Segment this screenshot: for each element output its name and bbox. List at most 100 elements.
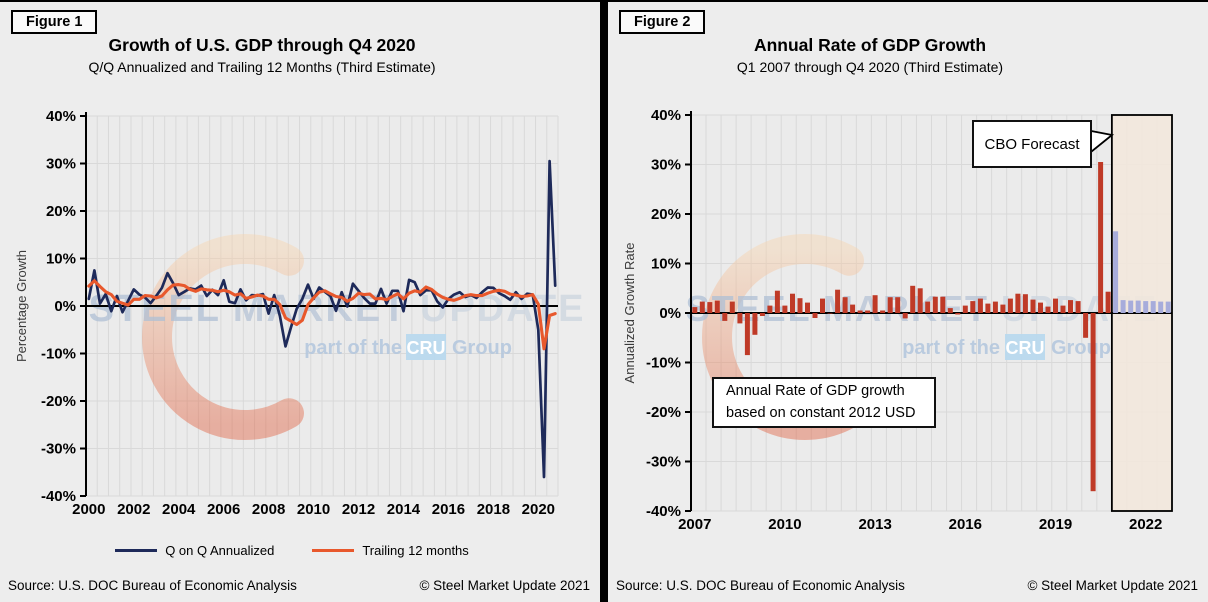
x-tick-label: 2019 [1039, 516, 1072, 533]
gdp-bar [827, 313, 833, 314]
y-tick-label: -20% [41, 393, 76, 410]
legend-item-trailing: Trailing 12 months [312, 543, 469, 558]
trailing-12-months-line [87, 279, 557, 351]
x-tick-label: 2007 [678, 516, 711, 533]
y-tick-label: -20% [646, 404, 681, 421]
figure1-title: Growth of U.S. GDP through Q4 2020 [108, 35, 416, 55]
gdp-bar [1053, 298, 1058, 313]
smu-swoosh-watermark [142, 234, 304, 440]
y-tick-label: -40% [41, 488, 76, 505]
gdp-bar [850, 304, 856, 313]
gdp-bar [820, 298, 825, 313]
cru-logo-box [1005, 334, 1045, 360]
gdp-bar [947, 308, 953, 314]
figure1-label: Figure 1 [26, 14, 83, 30]
figure2-copyright: © Steel Market Update 2021 [1027, 578, 1198, 593]
figure1-panel: Figure 1 Growth of U.S. GDP through Q4 2… [0, 2, 600, 602]
gdp-bar [932, 296, 938, 313]
figure1-label-box: Figure 1 [11, 10, 98, 34]
forecast-bar [1158, 301, 1164, 313]
figure1-source: Source: U.S. DOC Bureau of Economic Anal… [8, 578, 297, 593]
gdp-bar [782, 305, 788, 313]
gdp-bar [759, 313, 765, 316]
gdp-bar [1083, 313, 1089, 338]
figure1-copyright: © Steel Market Update 2021 [419, 578, 590, 593]
figure1-legend: Q on Q Annualized Trailing 12 months [0, 543, 584, 558]
group-watermark: Group [452, 337, 512, 359]
legend-item-qonq: Q on Q Annualized [115, 543, 274, 558]
gdp-bar [774, 290, 780, 313]
trailing-line-swatch [312, 549, 355, 552]
x-tick-label: 2006 [207, 501, 240, 518]
y-tick-label: 40% [46, 108, 76, 125]
y-tick-label: -10% [646, 355, 681, 372]
forecast-bar [1135, 300, 1141, 313]
y-tick-label: 10% [46, 251, 76, 268]
y-tick-label: 20% [651, 206, 681, 223]
gdp-bar [812, 313, 818, 318]
figure2-label: Figure 2 [634, 14, 691, 30]
x-tick-label: 2010 [768, 516, 801, 533]
gdp-bar [692, 307, 698, 313]
gdp-bar [835, 289, 841, 313]
gdp-bar [865, 310, 871, 313]
gdp-bar [880, 310, 886, 313]
x-tick-label: 2018 [477, 501, 510, 518]
gdp-bar [1045, 306, 1051, 313]
gdp-bar [1007, 298, 1013, 313]
gdp-bar [1105, 291, 1111, 313]
panel-divider [600, 2, 608, 602]
figure2-title: Annual Rate of GDP Growth [753, 35, 987, 55]
gdp-bar [917, 288, 923, 314]
figure2-label-box: Figure 2 [619, 10, 706, 34]
forecast-bar [1128, 300, 1134, 313]
cru-logo-text: CRU [407, 338, 446, 358]
group-watermark: Group [1051, 337, 1111, 359]
gdp-bar [910, 285, 916, 313]
x-tick-label: 2016 [432, 501, 465, 518]
gdp-bar [805, 302, 810, 313]
y-tick-label: -30% [646, 454, 681, 471]
gdp-bar [842, 297, 848, 313]
x-tick-label: 2002 [117, 501, 150, 518]
figure1-titleblock: Growth of U.S. GDP through Q4 2020 Q/Q A… [0, 35, 524, 75]
qonq-legend-label: Q on Q Annualized [165, 543, 275, 558]
gdp-bar [752, 313, 758, 335]
gdp-bar [1060, 305, 1066, 313]
forecast-bar [1150, 301, 1156, 313]
qonq-line-swatch [115, 549, 158, 552]
gdp-bar [1090, 313, 1096, 492]
figure2-panel: Figure 2 Annual Rate of GDP Growth Q1 20… [608, 2, 1208, 602]
gdp-bar [1015, 293, 1021, 313]
gdp-bar [797, 298, 803, 314]
forecast-bar [1120, 300, 1126, 313]
gdp-bar [744, 313, 750, 356]
gdp-bar [707, 302, 713, 313]
gdp-bar [925, 301, 931, 313]
y-tick-label: 20% [46, 203, 76, 220]
y-tick-label: 30% [46, 156, 76, 173]
part-of-the-watermark: part of the [304, 337, 402, 359]
gdp-note-box: Annual Rate of GDP growth based on const… [712, 377, 936, 428]
gdp-bar [714, 300, 720, 313]
gdp-bar [985, 303, 991, 313]
gdp-bar [1098, 162, 1104, 313]
gdp-bar [940, 296, 946, 313]
gdp-bar [722, 313, 728, 321]
trailing-legend-label: Trailing 12 months [362, 543, 469, 558]
gdp-bar [872, 295, 878, 313]
gdp-bar [1038, 302, 1043, 313]
gdp-bar [970, 301, 976, 313]
gdp-bar [902, 313, 908, 319]
gdp-bar [1075, 301, 1081, 313]
y-tick-label: -30% [41, 441, 76, 458]
gdp-bar [977, 298, 983, 313]
y-tick-label: -40% [646, 503, 681, 520]
x-tick-label: 2022 [1129, 516, 1162, 533]
gdp-bar [790, 293, 795, 313]
x-tick-label: 2008 [252, 501, 285, 518]
x-tick-label: 2004 [162, 501, 196, 518]
gdp-note-line2: based on constant 2012 USD [726, 404, 916, 421]
